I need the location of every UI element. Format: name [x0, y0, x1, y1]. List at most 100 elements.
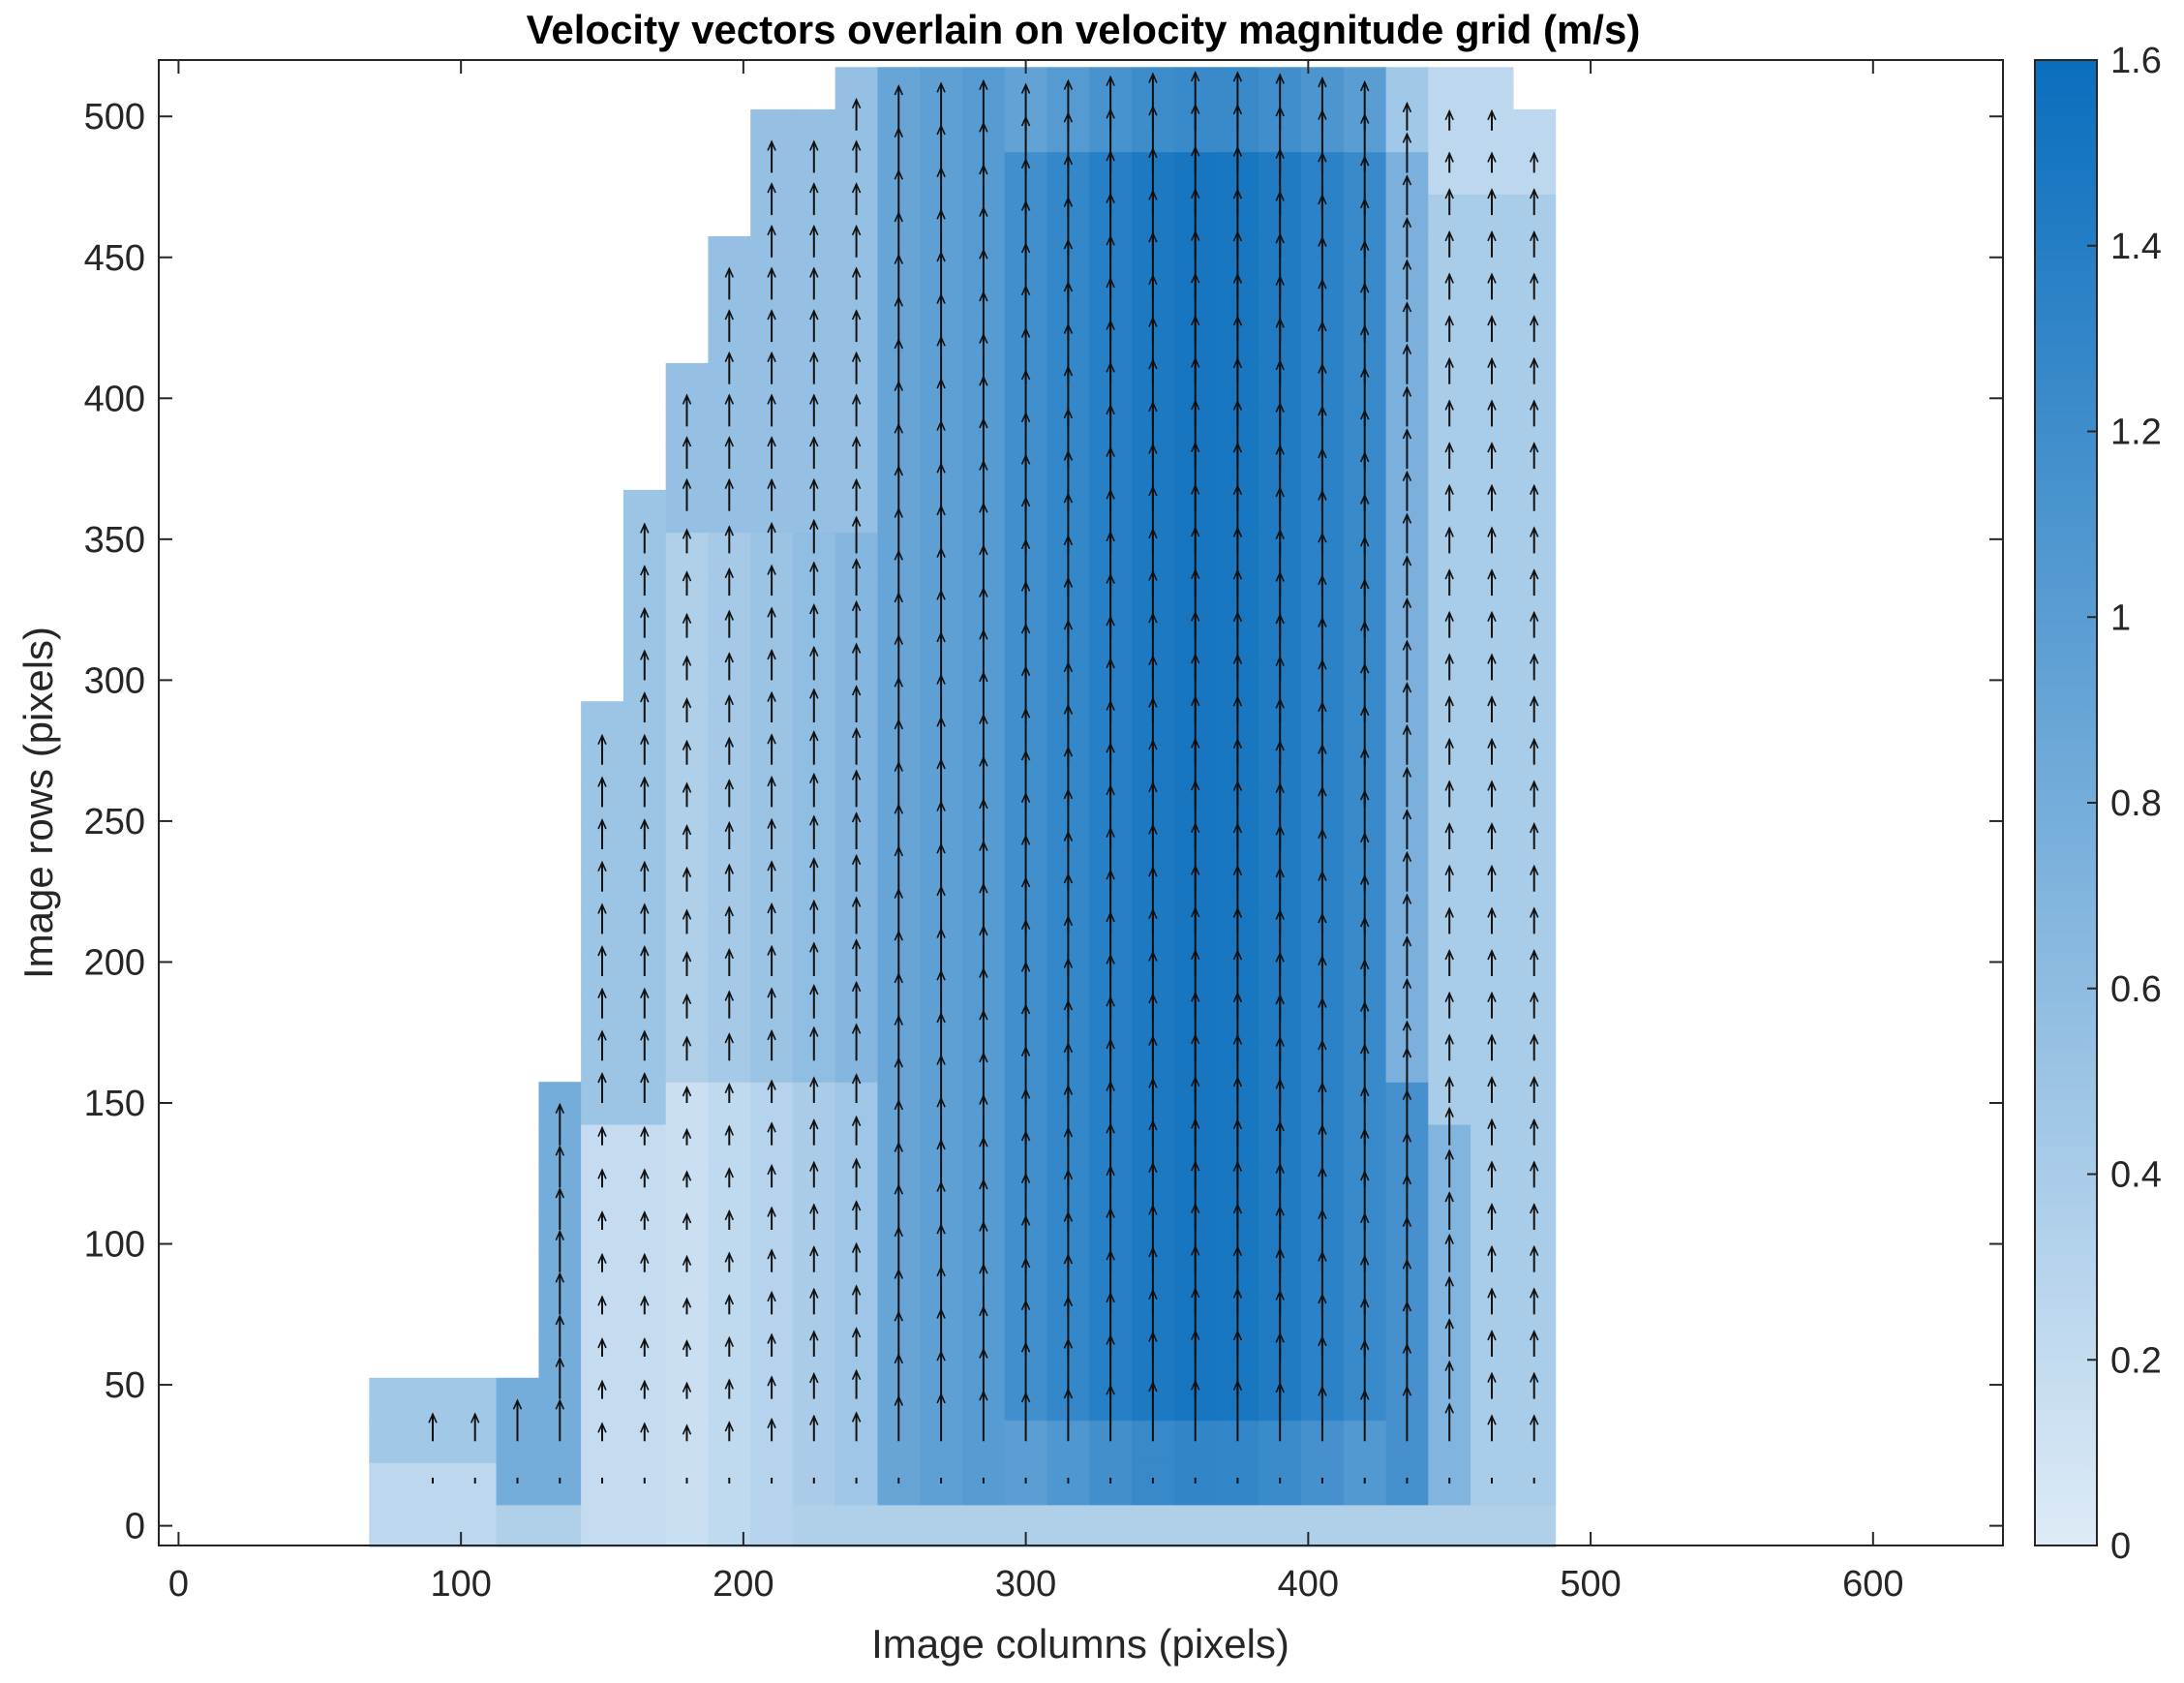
grid-cell [1173, 1504, 1218, 1548]
arrow-head [1148, 72, 1158, 83]
arrow-head [682, 1127, 692, 1140]
arrow-head [851, 1241, 862, 1254]
arrow-head [767, 1290, 776, 1302]
arrow-head [936, 81, 946, 93]
arrow-head [851, 1368, 862, 1381]
arrow-head [767, 648, 776, 660]
arrow-head [767, 266, 776, 278]
arrow-head [640, 606, 650, 619]
arrow-head [724, 393, 735, 405]
grid-cell [665, 1462, 710, 1506]
arrow-head [1402, 893, 1412, 904]
arrow-head [724, 1124, 735, 1136]
grid-cell [665, 1504, 710, 1548]
grid-cell [1512, 108, 1557, 153]
arrow-head [1444, 151, 1454, 163]
arrow-head [767, 1206, 776, 1217]
y-tick-label: 150 [84, 1084, 145, 1124]
arrow-head [640, 1252, 650, 1265]
grid-cell [369, 1420, 412, 1463]
colorbar-tick-label: 0.6 [2110, 969, 2162, 1010]
arrow-head [767, 690, 776, 702]
arrow-head [851, 351, 862, 363]
arrow-head [682, 436, 692, 447]
arrow-head [1402, 850, 1412, 863]
arrow-head [640, 945, 650, 957]
colorbar-tick-label: 1.6 [2110, 41, 2162, 81]
arrow-head [1275, 73, 1285, 84]
arrow-head [724, 309, 735, 321]
y-tick-label: 200 [84, 942, 145, 983]
arrow-head [851, 938, 862, 950]
grid-cell [920, 1462, 963, 1506]
arrow-head [1529, 1117, 1539, 1130]
arrow-head [1487, 442, 1497, 453]
arrow-head [1529, 151, 1539, 163]
arrow-head [809, 351, 819, 363]
grid-cell [1301, 1462, 1345, 1506]
arrow-head [851, 769, 862, 780]
arrow-head [1402, 935, 1412, 947]
arrow-head [1529, 442, 1539, 453]
arrow-head [1487, 188, 1497, 199]
arrow-head [767, 182, 776, 194]
grid-cell [1216, 1462, 1259, 1506]
arrow-head [767, 309, 776, 321]
arrow-head [555, 1145, 565, 1156]
arrow-head [1444, 1402, 1454, 1414]
arrow-head [1402, 301, 1412, 313]
arrow-head [1487, 1414, 1497, 1425]
arrow-head [851, 477, 862, 490]
arrow-head [1487, 906, 1497, 918]
arrow-head [1444, 695, 1454, 707]
grid-cell [496, 1462, 539, 1506]
arrow-head [1529, 1287, 1539, 1299]
arrow-head [724, 1032, 735, 1044]
arrow-head [640, 1072, 650, 1084]
y-tick-label: 300 [84, 660, 145, 701]
grid-cell [1216, 1504, 1259, 1548]
arrow-head [724, 820, 735, 833]
grid-cell [877, 1504, 921, 1548]
arrow-head [640, 649, 650, 660]
grid-cell [1259, 1462, 1302, 1506]
arrow-head [724, 947, 735, 960]
arrow-head [1402, 682, 1412, 693]
arrow-head [767, 1248, 776, 1260]
arrow-head [682, 570, 692, 582]
grid-cell [750, 1462, 794, 1506]
arrow-head [809, 518, 819, 531]
arrow-head [809, 1414, 819, 1425]
grid-cell [834, 1462, 879, 1506]
arrow-head [597, 987, 607, 999]
grid-cell [1132, 1462, 1175, 1506]
arrow-head [724, 436, 735, 447]
arrow-head [640, 1125, 650, 1138]
arrow-head [767, 1332, 776, 1344]
colorbar-tick-label: 0.2 [2110, 1340, 2162, 1381]
arrow-head [1444, 1191, 1454, 1203]
arrow-head [851, 599, 862, 612]
arrow-head [1487, 991, 1497, 1003]
arrow-head [597, 1295, 607, 1306]
grid-cell [369, 1462, 412, 1506]
arrow-head [1402, 216, 1412, 229]
colorbar-ticks: 0 0.2 0.4 0.6 0.8 1 1.2 1.4 1.6 [2087, 41, 2162, 1567]
arrow-head [767, 606, 776, 618]
arrow-head [767, 1375, 776, 1387]
arrow-head [724, 652, 735, 663]
grid-cell [792, 1504, 836, 1548]
arrow-head [1529, 1076, 1539, 1087]
arrow-head [1487, 568, 1497, 580]
arrow-head [1529, 188, 1539, 199]
arrow-head [1402, 259, 1412, 270]
arrow-head [1529, 1160, 1539, 1172]
arrow-head [851, 436, 862, 447]
arrow-head [1487, 864, 1497, 876]
arrow-head [767, 477, 776, 490]
arrow-head [1402, 555, 1412, 566]
arrow-head [1529, 1414, 1539, 1425]
arrow-head [724, 609, 735, 621]
arrow-head [1402, 597, 1412, 609]
arrow-head [470, 1412, 480, 1423]
